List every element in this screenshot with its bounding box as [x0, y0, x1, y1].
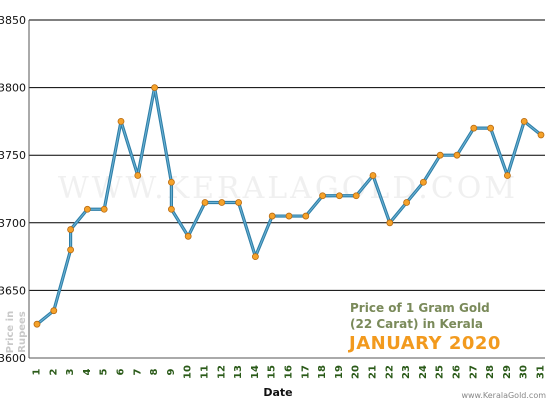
- x-tick-label-24: 24: [418, 365, 429, 379]
- data-point-8: [151, 84, 159, 91]
- x-tick-label-20: 20: [351, 365, 362, 379]
- data-point-9: [167, 178, 175, 186]
- x-tick-label-7: 7: [132, 368, 143, 375]
- data-point-5: [100, 205, 108, 213]
- data-point-16: [268, 212, 276, 220]
- x-tick-label-4: 4: [82, 368, 93, 375]
- data-point-4: [84, 205, 91, 213]
- data-point-21: [352, 192, 360, 200]
- x-tick-label-28: 28: [485, 365, 496, 379]
- x-tick-label-14: 14: [250, 365, 261, 379]
- data-point-1: [50, 307, 58, 315]
- y-tick-label-0: 3600: [0, 352, 26, 365]
- data-point-24: [403, 199, 411, 206]
- data-point-29: [487, 124, 495, 132]
- x-tick-label-23: 23: [401, 365, 412, 379]
- x-tick-label-18: 18: [317, 365, 328, 379]
- y-tick-label-4: 3800: [0, 82, 26, 95]
- data-point-7: [134, 172, 142, 179]
- x-tick-label-12: 12: [216, 365, 227, 379]
- data-point-30: [503, 172, 511, 179]
- data-point-20: [335, 192, 343, 200]
- axes: [28, 20, 545, 359]
- data-point-28: [470, 124, 478, 132]
- y-axis-label-line2: Rupees: [17, 311, 28, 353]
- chart-title-line2: (22 Carat) in Kerala: [350, 317, 483, 331]
- x-tick-label-27: 27: [468, 365, 479, 379]
- data-point-19: [319, 192, 327, 200]
- data-point-10: [167, 205, 175, 213]
- x-tick-label-3: 3: [65, 368, 76, 375]
- data-point-13: [218, 199, 226, 206]
- x-tick-label-9: 9: [166, 368, 177, 375]
- watermark: WWW.KERALAGOLD.COM: [58, 171, 518, 206]
- data-point-18: [302, 212, 310, 220]
- x-tick-label-30: 30: [519, 365, 530, 379]
- data-point-11: [184, 232, 192, 240]
- x-tick-label-26: 26: [452, 365, 463, 379]
- data-point-25: [419, 178, 427, 186]
- data-point-0: [33, 320, 41, 328]
- y-tick-label-5: 3850: [0, 14, 26, 27]
- x-tick-label-15: 15: [267, 365, 278, 379]
- x-tick-label-8: 8: [149, 368, 160, 375]
- x-tick-label-31: 31: [536, 365, 547, 379]
- x-tick-label-2: 2: [48, 368, 59, 375]
- data-point-17: [285, 212, 293, 220]
- x-tick-label-19: 19: [334, 365, 345, 379]
- x-tick-label-22: 22: [384, 365, 395, 379]
- data-point-23: [386, 219, 394, 227]
- chart-subtitle: JANUARY 2020: [347, 333, 501, 354]
- data-point-14: [235, 199, 243, 206]
- x-tick-label-10: 10: [183, 365, 194, 379]
- data-point-22: [369, 172, 377, 179]
- x-tick-label-1: 1: [32, 368, 43, 375]
- x-axis-label: Date: [263, 386, 292, 399]
- data-point-12: [201, 199, 209, 206]
- data-point-6: [117, 118, 125, 125]
- chart-title-line1: Price of 1 Gram Gold: [350, 301, 490, 315]
- x-tick-label-6: 6: [116, 368, 127, 375]
- data-point-3: [67, 226, 74, 233]
- x-tick-label-21: 21: [368, 365, 379, 379]
- y-tick-label-1: 3650: [0, 284, 26, 297]
- data-point-31: [520, 118, 528, 125]
- y-tick-labels: 3600 3650 3700 3750 3800 3850: [0, 14, 26, 365]
- data-point-26: [436, 151, 444, 159]
- y-axis-label-line1: Price in: [5, 311, 16, 353]
- x-tick-label-5: 5: [99, 368, 110, 375]
- credit-text: www.KeralaGold.com: [461, 391, 546, 400]
- y-tick-label-3: 3750: [0, 149, 26, 162]
- grid-lines: [29, 19, 545, 291]
- x-tick-label-17: 17: [300, 365, 311, 379]
- x-tick-label-16: 16: [284, 365, 295, 379]
- x-tick-label-25: 25: [435, 365, 446, 379]
- data-point-2: [67, 246, 74, 254]
- x-tick-labels: 1 2 3 4 5 6 7 8 9 10 11 12 13 14 15 16 17 18 19 20 21 22 23 24 2…: [32, 365, 547, 379]
- price-markers: [33, 84, 545, 328]
- x-tick-label-29: 29: [502, 365, 513, 379]
- data-point-32: [537, 131, 545, 139]
- y-tick-label-2: 3700: [0, 217, 26, 230]
- x-tick-label-11: 11: [200, 365, 211, 379]
- data-point-15: [251, 253, 259, 261]
- data-point-27: [453, 151, 461, 159]
- x-tick-label-13: 13: [233, 365, 244, 379]
